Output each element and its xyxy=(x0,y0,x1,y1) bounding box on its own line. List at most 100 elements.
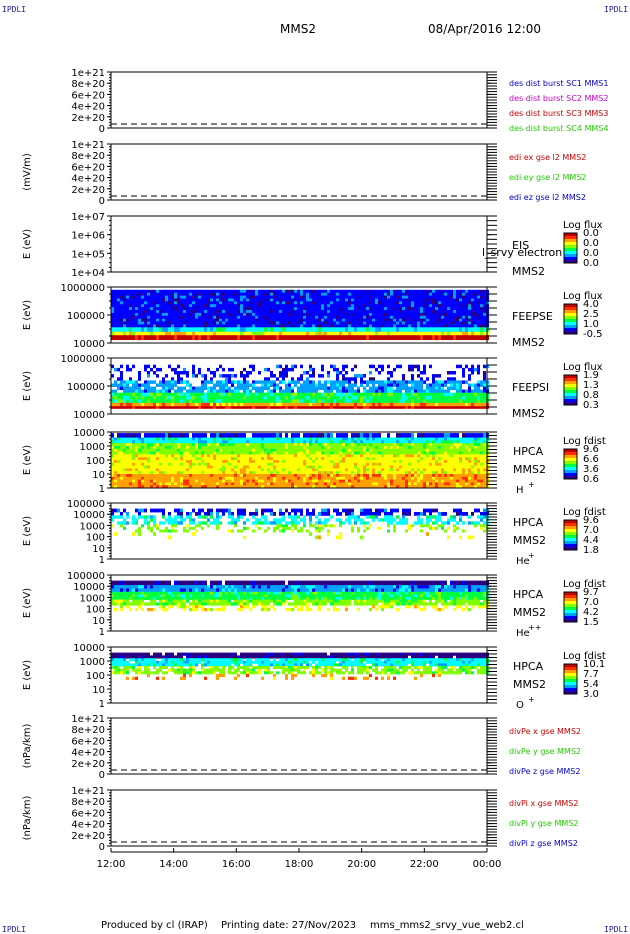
spectrogram-cell xyxy=(303,476,306,480)
spectrogram-cell xyxy=(333,295,336,299)
spectrogram-cell xyxy=(204,399,207,404)
spectrogram-cell xyxy=(138,448,141,452)
spectrogram-cell xyxy=(303,471,306,475)
spectrogram-cell xyxy=(330,462,333,466)
spectrogram-cell xyxy=(204,327,207,333)
spectrogram-cell xyxy=(198,437,201,441)
spectrogram-cell xyxy=(168,324,171,328)
spectrogram-cell xyxy=(195,324,198,328)
spectrogram-cell xyxy=(147,482,150,486)
spectrogram-cell xyxy=(147,321,150,325)
spectrogram-cell xyxy=(327,482,330,486)
spectrogram-cell xyxy=(330,327,333,333)
spectrogram-cell xyxy=(123,454,126,458)
spectrogram-cell xyxy=(138,371,141,375)
spectrogram-cell xyxy=(276,310,279,314)
spectrogram-cell xyxy=(444,406,447,409)
spectrogram-cell xyxy=(399,321,402,325)
spectrogram-cell xyxy=(351,315,354,320)
spectrogram-cell xyxy=(150,301,153,305)
spectrogram-cell xyxy=(282,454,285,458)
spectrogram-cell xyxy=(333,298,336,302)
spectrogram-cell xyxy=(291,310,294,314)
spectrogram-cell xyxy=(357,298,360,302)
spectrogram-cell xyxy=(321,448,324,452)
spectrogram-cell xyxy=(309,374,312,378)
spectrogram-cell xyxy=(270,485,273,489)
spectrogram-cell xyxy=(408,396,411,400)
spectrogram-cell xyxy=(216,454,219,458)
spectrogram-cell xyxy=(228,324,231,328)
spectrogram-cell xyxy=(324,446,327,450)
spectrogram-cell xyxy=(330,364,333,369)
spectrogram-cell xyxy=(132,289,135,294)
spectrogram-cell xyxy=(375,335,378,341)
spectrogram-cell xyxy=(342,318,345,322)
spectrogram-cell xyxy=(192,451,195,455)
spectrogram-cell xyxy=(423,367,426,372)
spectrogram-cell xyxy=(222,457,225,461)
spectrogram-cell xyxy=(168,433,171,438)
spectrogram-cell xyxy=(225,476,228,480)
spectrogram-cell xyxy=(234,389,237,394)
spectrogram-cell xyxy=(423,331,426,336)
spectrogram-cell xyxy=(363,402,366,407)
spectrogram-cell xyxy=(213,443,216,447)
spectrogram-cell xyxy=(372,295,375,299)
spectrogram-cell xyxy=(285,474,288,478)
spectrogram-cell xyxy=(417,374,420,378)
spectrogram-cell xyxy=(354,374,357,378)
spectrogram-cell xyxy=(300,389,303,394)
spectrogram-cell xyxy=(291,295,294,299)
spectrogram-cell xyxy=(186,324,189,328)
spectrogram-cell xyxy=(420,310,423,314)
spectrogram-cell xyxy=(456,380,459,384)
spectrogram-cell xyxy=(174,437,177,441)
spectrogram-cell xyxy=(366,307,369,311)
spectrogram-cell xyxy=(474,402,477,407)
spectrogram-cell xyxy=(111,298,114,302)
spectrogram-cell xyxy=(216,440,219,444)
spectrogram-cell xyxy=(288,448,291,452)
spectrogram-cell xyxy=(294,448,297,452)
spectrogram-cell xyxy=(459,392,462,397)
spectrogram-cell xyxy=(318,310,321,314)
spectrogram-cell xyxy=(141,465,144,469)
spectrogram-cell xyxy=(369,307,372,311)
spectrogram-cell xyxy=(264,437,267,441)
spectrogram-cell xyxy=(258,295,261,299)
spectrogram-cell xyxy=(228,292,231,296)
spectrogram-cell xyxy=(411,383,414,387)
spectrogram-cell xyxy=(192,402,195,407)
spectrogram-cell xyxy=(267,443,270,447)
spectrogram-cell xyxy=(426,335,429,341)
spectrogram-cell xyxy=(417,396,420,400)
spectrogram-cell xyxy=(147,315,150,320)
spectrogram-cell xyxy=(387,396,390,400)
spectrogram-cell xyxy=(135,307,138,311)
spectrogram-cell xyxy=(264,324,267,328)
spectrogram-cell xyxy=(291,396,294,400)
spectrogram-cell xyxy=(165,383,168,387)
spectrogram-cell xyxy=(156,433,159,438)
spectrogram-cell xyxy=(189,479,192,483)
spectrogram-cell xyxy=(375,304,378,308)
spectrogram-cell xyxy=(195,392,198,397)
spectrogram-cell xyxy=(333,327,336,333)
spectrogram-cell xyxy=(315,335,318,341)
spectrogram-cell xyxy=(483,295,486,299)
spectrogram-cell xyxy=(414,315,417,320)
spectrogram-cell xyxy=(189,474,192,478)
spectrogram-cell xyxy=(189,476,192,480)
spectrogram-cell xyxy=(210,433,213,438)
spectrogram-cell xyxy=(138,465,141,469)
spectrogram-cell xyxy=(333,315,336,320)
spectrogram-cell xyxy=(387,310,390,314)
spectrogram-cell xyxy=(207,454,210,458)
spectrogram-cell xyxy=(129,468,132,472)
spectrogram-cell xyxy=(252,443,255,447)
spectrogram-cell xyxy=(300,448,303,452)
spectrogram-cell xyxy=(300,479,303,483)
spectrogram-cell xyxy=(165,482,168,486)
spectrogram-cell xyxy=(354,396,357,400)
